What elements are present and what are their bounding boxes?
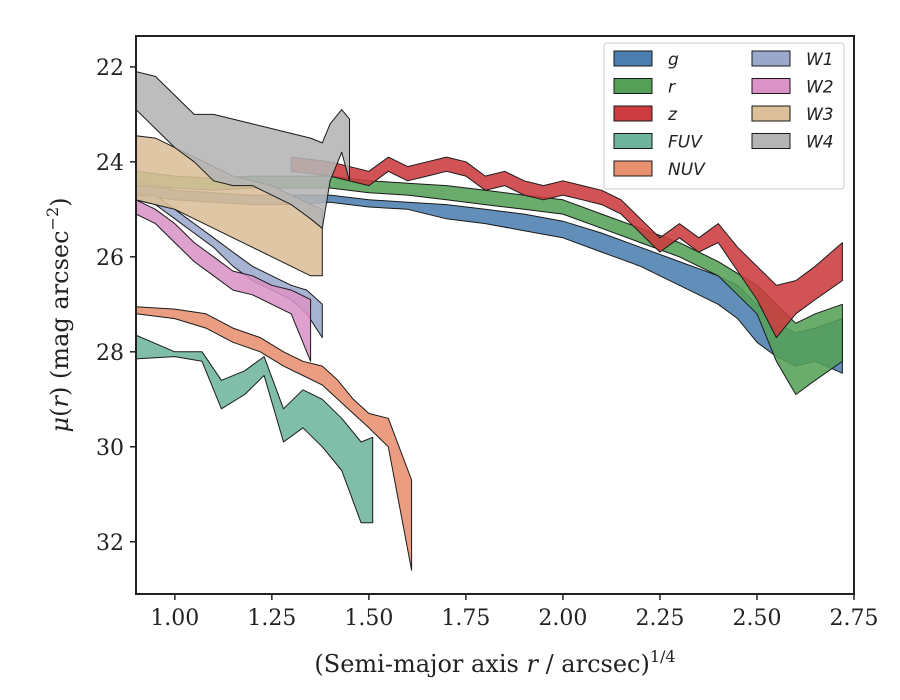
band-fuv [136,334,374,524]
x-tick-label: 2.75 [830,606,879,631]
x-axis: 1.00 1.25 1.50 1.75 2.00 2.25 2.50 2.75 [150,594,878,631]
legend-swatch-r [613,78,653,94]
x-tick-label: 2.00 [538,606,587,631]
x-tick-label: 1.25 [247,606,296,631]
x-tick-label: 2.50 [732,606,781,631]
y-tick-label: 22 [96,56,124,81]
legend-swatch-w3 [751,105,791,122]
x-axis-label: (Semi-major axis r / arcsec)1/4 [314,647,675,678]
plot-frame [135,35,855,595]
legend: grz FUV NUV W1 W2 W3 W4 [603,42,845,190]
band-z [290,156,843,339]
legend-label-w2: W2 [806,78,834,98]
y-axis-label: μ(r) (mag arcsec−2) [43,197,74,432]
legend-swatch-nuv [613,160,653,177]
legend-swatch-g [613,50,653,67]
band-r [136,170,843,395]
y-tick-label: 24 [96,151,124,176]
legend-swatch-w4 [751,133,791,149]
x-tick-label: 1.75 [441,606,490,631]
y-tick-label: 32 [96,531,124,556]
legend-label-r: r [668,78,676,98]
bands-layer [136,71,843,571]
legend-label-w4: W4 [806,133,834,153]
y-tick-label: 30 [96,436,124,461]
x-tick-label: 2.25 [635,606,684,631]
legend-swatch-z [613,105,653,122]
legend-label-g: g [668,50,679,70]
legend-label-nuv: NUV [668,160,706,180]
band-nuv [136,306,413,571]
band-w2 [136,199,312,362]
band-w4 [136,71,350,229]
x-tick-label: 1.00 [150,606,199,631]
legend-swatch-w2 [751,78,791,94]
legend-label-z: z [667,105,678,125]
legend-label-w1: W1 [806,50,834,70]
y-tick-label: 26 [96,246,124,271]
band-w1 [136,194,323,339]
y-tick-label: 28 [96,341,124,366]
legend-label-w3: W3 [806,105,834,125]
legend-swatch-w1 [751,50,791,67]
legend-swatch-fuv [613,133,653,149]
legend-label-fuv: FUV [668,133,703,153]
y-axis: 22 24 26 28 30 32 [96,56,136,556]
x-tick-label: 1.50 [344,606,393,631]
